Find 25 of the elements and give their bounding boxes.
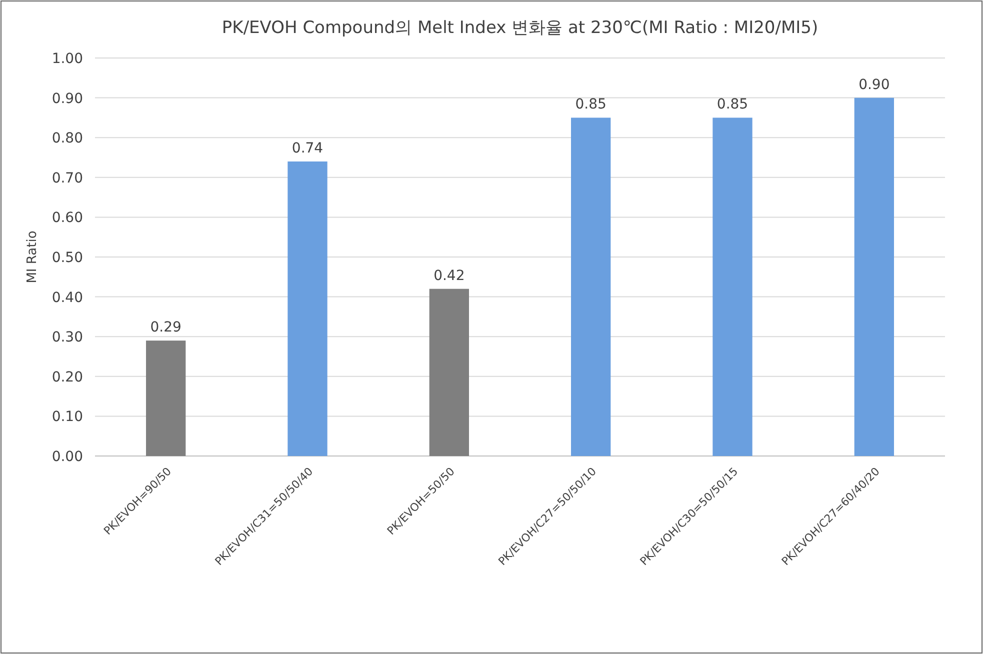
bar <box>854 98 894 456</box>
chart-title: PK/EVOH Compound의 Melt Index 변화율 at 230℃(MI Ratio : MI20/MI5) <box>222 18 818 38</box>
data-label: 0.85 <box>575 96 606 113</box>
y-tick-label: 0.90 <box>52 90 83 107</box>
y-tick-label: 0.20 <box>52 369 83 386</box>
y-tick-label: 0.50 <box>52 250 83 266</box>
y-tick-label: 1.00 <box>52 51 83 67</box>
bar <box>571 118 611 456</box>
y-tick-label: 0.80 <box>52 130 83 147</box>
y-tick-label: 0.00 <box>52 449 83 465</box>
y-tick-label: 0.40 <box>52 290 83 306</box>
bar <box>146 340 186 456</box>
data-label: 0.85 <box>716 96 748 113</box>
y-tick-label: 0.10 <box>52 409 83 426</box>
y-tick-label: 0.30 <box>52 330 83 346</box>
y-tick-label: 0.60 <box>52 210 83 226</box>
y-axis-title: MI Ratio <box>25 230 40 284</box>
bar <box>429 288 469 456</box>
data-label: 0.29 <box>150 320 182 336</box>
bar <box>288 161 328 456</box>
bar <box>712 118 752 456</box>
y-tick-label: 0.70 <box>52 170 83 186</box>
data-label: 0.42 <box>434 268 465 284</box>
data-label: 0.74 <box>292 140 324 156</box>
data-label: 0.90 <box>858 76 890 93</box>
